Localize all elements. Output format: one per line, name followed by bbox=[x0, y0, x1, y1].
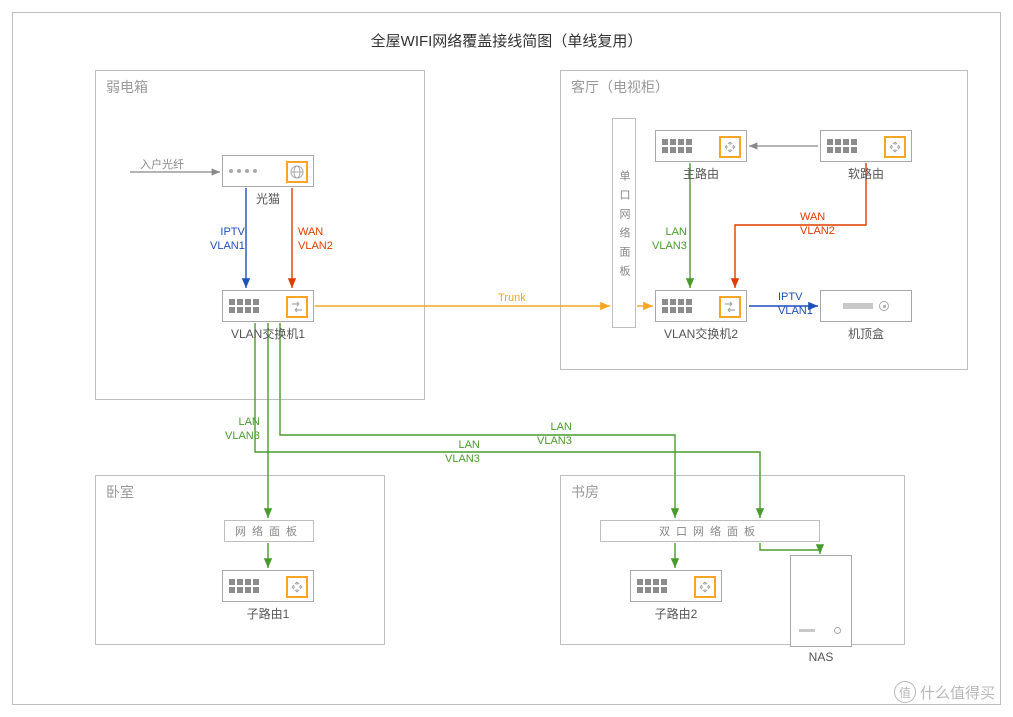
device-label: 主路由 bbox=[655, 165, 747, 182]
router-icon bbox=[286, 576, 308, 598]
device-main-router bbox=[655, 130, 747, 162]
device-soft-router bbox=[820, 130, 912, 162]
diagram-canvas: 全屋WIFI网络覆盖接线简图（单线复用） 弱电箱 客厅（电视柜） 卧室 书房 bbox=[0, 0, 1013, 717]
device-label: 子路由1 bbox=[222, 605, 314, 622]
device-label: 光猫 bbox=[222, 190, 314, 207]
switch-icon bbox=[286, 296, 308, 318]
zone-label: 弱电箱 bbox=[106, 77, 148, 97]
router-icon bbox=[884, 136, 906, 158]
zone-weak-box: 弱电箱 bbox=[95, 70, 425, 400]
label-iptv-stb: IPTV VLAN1 bbox=[778, 290, 813, 319]
zone-label: 卧室 bbox=[106, 482, 134, 502]
label-trunk: Trunk bbox=[498, 291, 526, 305]
label-wan-soft: WAN VLAN2 bbox=[800, 210, 835, 239]
label-wan: WAN VLAN2 bbox=[298, 225, 333, 254]
device-modem bbox=[222, 155, 314, 187]
zone-label: 书房 bbox=[571, 482, 599, 502]
device-sub-router-1 bbox=[222, 570, 314, 602]
diagram-title: 全屋WIFI网络覆盖接线简图（单线复用） bbox=[0, 30, 1013, 51]
device-label: 机顶盒 bbox=[820, 325, 912, 342]
switch-icon bbox=[719, 296, 741, 318]
label-iptv: IPTV VLAN1 bbox=[210, 225, 245, 254]
label-fiber-in: 入户光纤 bbox=[140, 158, 184, 172]
label-lan-study2: LAN VLAN3 bbox=[445, 438, 480, 467]
panel-single-port: 单口网络面板 bbox=[612, 118, 636, 328]
device-stb bbox=[820, 290, 912, 322]
label-lan-bedroom: LAN VLAN3 bbox=[225, 415, 260, 444]
zone-study: 书房 bbox=[560, 475, 905, 645]
watermark: 值 什么值得买 bbox=[894, 681, 995, 703]
device-label: VLAN交换机1 bbox=[212, 325, 324, 342]
device-nas bbox=[790, 555, 852, 647]
watermark-text: 什么值得买 bbox=[920, 682, 995, 703]
device-label: 软路由 bbox=[820, 165, 912, 182]
device-sub-router-2 bbox=[630, 570, 722, 602]
device-vlan-switch-1 bbox=[222, 290, 314, 322]
router-icon bbox=[719, 136, 741, 158]
device-vlan-switch-2 bbox=[655, 290, 747, 322]
zone-label: 客厅（电视柜） bbox=[571, 77, 669, 97]
watermark-icon: 值 bbox=[894, 681, 916, 703]
label-lan-study1: LAN VLAN3 bbox=[537, 420, 572, 449]
globe-icon bbox=[286, 161, 308, 183]
device-label: 子路由2 bbox=[630, 605, 722, 622]
device-label: VLAN交换机2 bbox=[645, 325, 757, 342]
device-label: NAS bbox=[790, 650, 852, 664]
panel-dual-port: 双口网络面板 bbox=[600, 520, 820, 542]
label-lan-main: LAN VLAN3 bbox=[652, 225, 687, 254]
panel-net: 网络面板 bbox=[224, 520, 314, 542]
router-icon bbox=[694, 576, 716, 598]
